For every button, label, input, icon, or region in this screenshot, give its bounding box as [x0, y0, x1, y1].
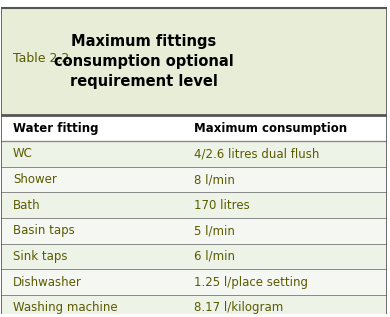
Text: 8 l/min: 8 l/min: [194, 173, 235, 186]
Text: 5 l/min: 5 l/min: [194, 224, 235, 237]
Text: Maximum fittings
consumption optional
requirement level: Maximum fittings consumption optional re…: [54, 34, 234, 89]
FancyBboxPatch shape: [2, 218, 386, 244]
Text: 170 litres: 170 litres: [194, 199, 250, 212]
Text: Basin taps: Basin taps: [13, 224, 75, 237]
FancyBboxPatch shape: [2, 295, 386, 317]
Text: 8.17 l/kilogram: 8.17 l/kilogram: [194, 301, 283, 314]
Text: Water fitting: Water fitting: [13, 122, 98, 135]
Text: Shower: Shower: [13, 173, 57, 186]
Text: Sink taps: Sink taps: [13, 250, 67, 263]
FancyBboxPatch shape: [2, 115, 386, 141]
Text: 4/2.6 litres dual flush: 4/2.6 litres dual flush: [194, 147, 319, 160]
Text: Table 2.2: Table 2.2: [13, 52, 69, 65]
Text: 6 l/min: 6 l/min: [194, 250, 235, 263]
Text: WC: WC: [13, 147, 33, 160]
Text: Maximum consumption: Maximum consumption: [194, 122, 347, 135]
FancyBboxPatch shape: [2, 269, 386, 295]
Text: Bath: Bath: [13, 199, 41, 212]
Text: 1.25 l/place setting: 1.25 l/place setting: [194, 275, 308, 288]
FancyBboxPatch shape: [2, 141, 386, 167]
Text: Dishwasher: Dishwasher: [13, 275, 82, 288]
FancyBboxPatch shape: [2, 8, 386, 115]
FancyBboxPatch shape: [2, 167, 386, 192]
FancyBboxPatch shape: [2, 192, 386, 218]
FancyBboxPatch shape: [2, 244, 386, 269]
Text: Washing machine: Washing machine: [13, 301, 117, 314]
